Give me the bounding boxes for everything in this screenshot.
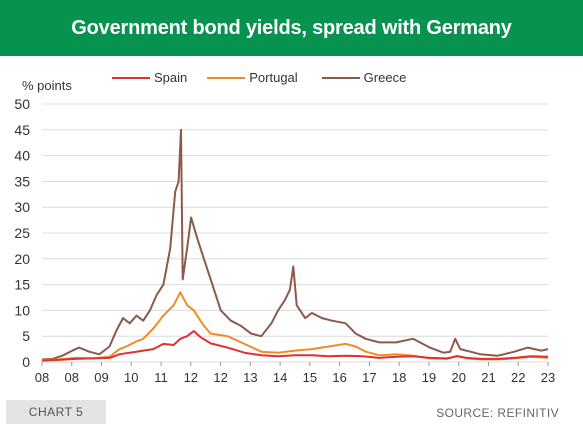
series-line-spain bbox=[41, 330, 549, 362]
y-tick-label-0: 0 bbox=[22, 354, 30, 370]
y-tick-label-35: 35 bbox=[14, 173, 30, 189]
legend-label-greece: Greece bbox=[363, 70, 407, 85]
legend-swatch-portugal bbox=[207, 76, 246, 79]
title-bar: Government bond yields, spread with Germ… bbox=[0, 0, 583, 56]
y-tick-label-30: 30 bbox=[14, 199, 30, 215]
x-tick-label-17: 23 bbox=[541, 370, 555, 385]
legend-label-portugal: Portugal bbox=[249, 70, 298, 85]
x-tick-label-5: 12 bbox=[184, 370, 198, 385]
x-tick-label-2: 09 bbox=[94, 370, 108, 385]
legend-item-greece: Greece bbox=[321, 70, 407, 85]
x-tick-label-14: 20 bbox=[451, 370, 465, 385]
chart-plot-area: 0 5 10 15 20 25 30 35 40 45 50 08 08 09 10 11 12 12 13 14 15… bbox=[14, 96, 555, 385]
y-tick-label-10: 10 bbox=[14, 302, 30, 318]
x-tick-label-3: 10 bbox=[124, 370, 138, 385]
legend: Spain Portugal Greece bbox=[112, 70, 406, 85]
x-tick-label-10: 16 bbox=[332, 370, 346, 385]
x-tick-label-11: 17 bbox=[362, 370, 376, 385]
y-axis-label: % points bbox=[22, 78, 72, 93]
legend-item-spain: Spain bbox=[112, 70, 187, 85]
y-tick-label-45: 45 bbox=[14, 122, 30, 138]
source-note: SOURCE: REFINITIV bbox=[436, 406, 559, 420]
chart-tag: CHART 5 bbox=[6, 400, 106, 424]
y-tick-label-40: 40 bbox=[14, 148, 30, 164]
x-tick-label-16: 22 bbox=[511, 370, 525, 385]
x-tick-label-1: 08 bbox=[65, 370, 79, 385]
series-line-greece bbox=[41, 128, 549, 361]
y-tick-label-25: 25 bbox=[14, 225, 30, 241]
y-tick-label-20: 20 bbox=[14, 251, 30, 267]
y-tick-label-5: 5 bbox=[22, 328, 30, 344]
y-tick-label-50: 50 bbox=[14, 96, 30, 112]
y-tick-label-15: 15 bbox=[14, 277, 30, 293]
legend-swatch-greece bbox=[321, 76, 360, 79]
x-tick-label-7: 13 bbox=[243, 370, 257, 385]
x-tick-label-12: 18 bbox=[392, 370, 406, 385]
x-tick-label-4: 11 bbox=[154, 370, 168, 385]
x-tick-label-15: 21 bbox=[481, 370, 495, 385]
x-tick-label-0: 08 bbox=[35, 370, 49, 385]
x-tick-label-8: 14 bbox=[273, 370, 287, 385]
x-tick-label-13: 19 bbox=[422, 370, 436, 385]
legend-item-portugal: Portugal bbox=[207, 70, 298, 85]
legend-swatch-spain bbox=[112, 76, 150, 79]
chart-title: Government bond yields, spread with Germ… bbox=[71, 16, 512, 39]
x-tick-label-9: 15 bbox=[303, 370, 317, 385]
x-tick-label-6: 12 bbox=[213, 370, 227, 385]
legend-label-spain: Spain bbox=[154, 70, 188, 85]
